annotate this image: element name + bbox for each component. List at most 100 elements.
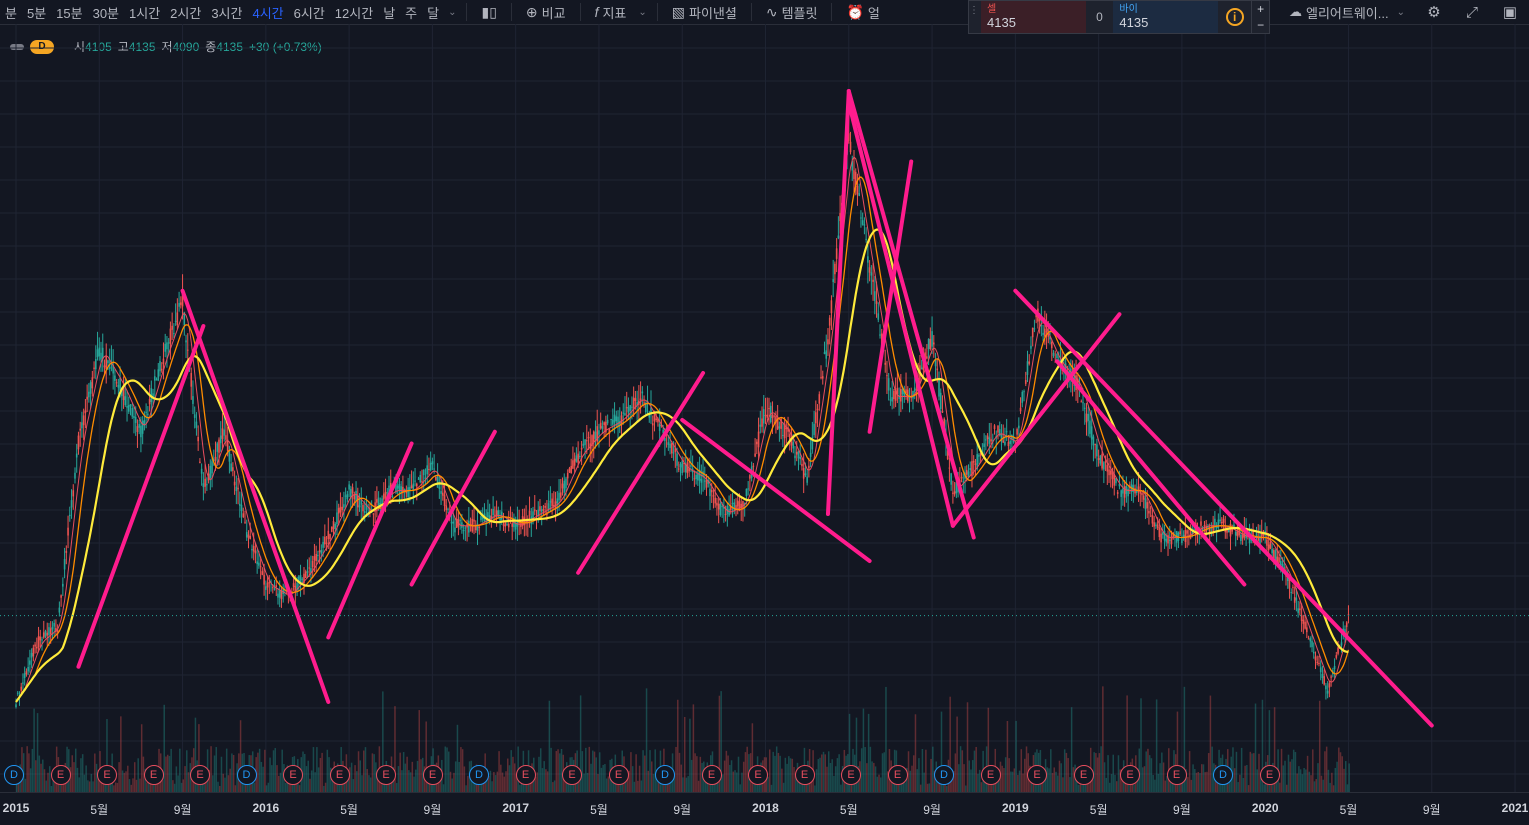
templates-button[interactable]: ∿ 템플릿 xyxy=(758,3,826,22)
volume-bar xyxy=(732,771,735,792)
earnings-event-badge[interactable]: E xyxy=(1120,765,1140,785)
drag-handle-icon[interactable]: ⋮⋮ xyxy=(969,5,989,16)
volume-bar xyxy=(493,772,495,792)
earnings-event-badge[interactable]: E xyxy=(608,765,629,785)
candle-body xyxy=(1163,530,1166,541)
plus-icon[interactable]: + xyxy=(1257,2,1265,16)
indicators-chevron-down-icon[interactable]: ⌄ xyxy=(638,6,647,18)
candle-body xyxy=(580,447,583,450)
financials-button[interactable]: ▧ 파이낸셜 xyxy=(664,3,745,22)
earnings-event-badge[interactable]: E xyxy=(143,765,164,785)
fullscreen-icon[interactable]: ⤢ xyxy=(1465,3,1478,21)
settings-gear-icon[interactable]: ⚙ xyxy=(1427,4,1441,21)
candle-body xyxy=(112,364,114,374)
earnings-event-badge[interactable]: E xyxy=(329,765,350,785)
volume-bar xyxy=(83,774,86,792)
timeframe-12[interactable]: 달 xyxy=(427,5,440,21)
price-chart[interactable] xyxy=(0,24,1529,792)
timeframe-6[interactable]: 3시간 xyxy=(211,5,243,21)
quantity-stepper[interactable]: + − xyxy=(1251,1,1269,33)
volume-bar xyxy=(1020,749,1023,792)
time-axis-label: 2021 xyxy=(1501,801,1529,815)
timeframe-2[interactable]: 15분 xyxy=(56,5,83,21)
volume-bar xyxy=(449,771,452,792)
timeframe-chevron-down-icon[interactable]: ⌄ xyxy=(448,6,457,18)
open-value: 4105 xyxy=(85,40,112,54)
candle-body xyxy=(1137,486,1140,492)
volume-bar xyxy=(954,753,957,792)
volume-bar xyxy=(215,747,218,792)
volume-bar xyxy=(175,766,178,792)
earnings-event-badge[interactable]: E xyxy=(422,765,443,785)
volume-bar xyxy=(768,749,771,792)
volume-bar xyxy=(840,784,842,792)
earnings-event-badge[interactable]: E xyxy=(97,765,117,785)
timeframe-7[interactable]: 4시간 xyxy=(252,5,284,21)
timeframe-list: 분 5분 15분 30분 1시간 2시간 3시간 4시간 6시간 12시간 날 주 달 xyxy=(0,3,444,22)
candle-body xyxy=(1193,529,1195,531)
timeframe-10[interactable]: 날 xyxy=(383,5,396,21)
timeframe-5[interactable]: 2시간 xyxy=(170,5,202,21)
volume-bar xyxy=(232,755,235,792)
candle-body xyxy=(1290,592,1293,594)
volume-bar xyxy=(800,780,802,792)
earnings-event-badge[interactable]: E xyxy=(1027,765,1047,785)
earnings-event-badge[interactable]: E xyxy=(190,765,210,785)
candle-body xyxy=(934,359,937,367)
timeframe-4[interactable]: 1시간 xyxy=(129,5,161,21)
earnings-event-badge[interactable]: E xyxy=(794,765,815,785)
timeframe-8[interactable]: 6시간 xyxy=(293,5,325,21)
timeframe-9[interactable]: 12시간 xyxy=(334,5,374,21)
dividend-event-badge[interactable]: D xyxy=(4,765,24,785)
volume-bar xyxy=(971,760,974,792)
sell-button[interactable]: 셀 4135 xyxy=(981,1,1086,33)
camera-icon[interactable]: ▣ xyxy=(1502,4,1518,21)
earnings-event-badge[interactable]: E xyxy=(283,765,303,785)
earnings-event-badge[interactable]: E xyxy=(1166,765,1187,785)
buy-button[interactable]: 바이 4135 xyxy=(1113,1,1218,33)
volume-bar xyxy=(1216,776,1219,792)
volume-bar xyxy=(1254,703,1257,792)
dividend-event-badge[interactable]: D xyxy=(469,765,489,785)
earnings-event-badge[interactable]: E xyxy=(50,765,71,785)
volume-bar xyxy=(1072,767,1075,792)
volume-bar xyxy=(737,756,740,792)
dividend-event-badge[interactable]: D xyxy=(655,765,675,785)
candle-body xyxy=(1286,577,1289,581)
earnings-event-badge[interactable]: E xyxy=(887,765,908,785)
earnings-event-badge[interactable]: E xyxy=(748,765,768,785)
dividend-event-badge[interactable]: D xyxy=(934,765,954,785)
earnings-event-badge[interactable]: E xyxy=(841,765,861,785)
minus-icon[interactable]: − xyxy=(1257,18,1265,32)
earnings-event-badge[interactable]: E xyxy=(515,765,536,785)
candle-body xyxy=(608,429,611,434)
earnings-event-badge[interactable]: E xyxy=(701,765,722,785)
chart-type-button[interactable]: ▮▯ xyxy=(473,4,504,21)
dividend-event-badge[interactable]: D xyxy=(236,765,257,785)
visibility-toggle-icon[interactable] xyxy=(10,43,24,50)
earnings-event-badge[interactable]: E xyxy=(1259,765,1280,785)
candle-body xyxy=(174,320,177,322)
alert-button[interactable]: ⏰ 얼 xyxy=(838,3,887,22)
earnings-event-badge[interactable]: E xyxy=(1073,765,1094,785)
candle-body xyxy=(584,439,586,445)
candle-body xyxy=(540,509,543,512)
earnings-event-badge[interactable]: E xyxy=(562,765,582,785)
indicators-button[interactable]: f 지표 xyxy=(587,3,635,22)
info-button[interactable]: i xyxy=(1218,1,1251,33)
timeframe-3[interactable]: 30분 xyxy=(92,5,120,21)
volume-bar xyxy=(836,758,839,792)
time-axis[interactable]: 2015 5월 9월 2016 5월 9월 2017 5월 9월 2018 5월 9월 2019 5월 9월… xyxy=(0,792,1529,825)
layout-menu-button[interactable]: ☁ 엘리어트웨이... ⌄ xyxy=(1283,3,1415,22)
volume-bar xyxy=(225,748,228,792)
compare-button[interactable]: ⊕ 비교 xyxy=(518,3,574,22)
timeframe-1[interactable]: 5분 xyxy=(26,5,47,21)
candle-body xyxy=(442,492,444,496)
dividend-event-badge[interactable]: D xyxy=(1213,765,1233,785)
candle-body xyxy=(398,484,401,491)
earnings-event-badge[interactable]: E xyxy=(980,765,1001,785)
candle-body xyxy=(428,468,430,471)
timeframe-11[interactable]: 주 xyxy=(405,5,418,21)
earnings-event-badge[interactable]: E xyxy=(376,765,396,785)
timeframe-0[interactable]: 분 xyxy=(5,5,17,21)
